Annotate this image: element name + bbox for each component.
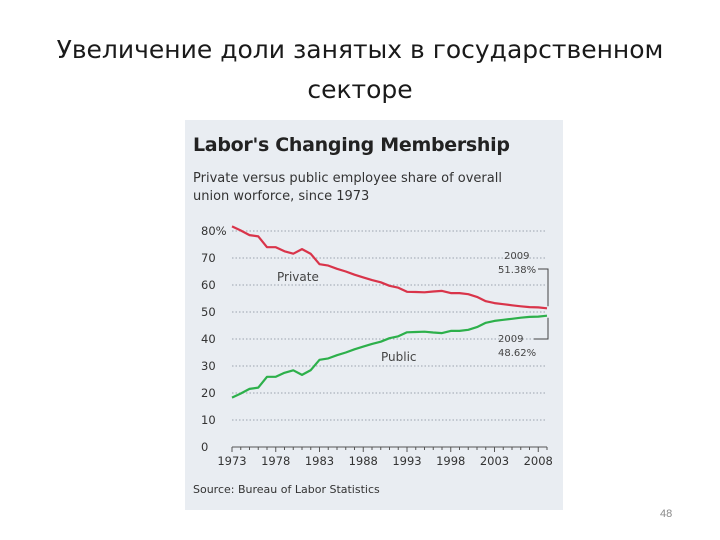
x-tick-label: 1998: [436, 454, 465, 468]
y-tick-label: 40: [201, 332, 216, 346]
y-tick-label: 70: [201, 251, 216, 265]
x-tick-label: 1993: [392, 454, 421, 468]
y-tick-label: 0: [201, 440, 208, 454]
annotation-private-bracket: [538, 268, 549, 307]
x-tick-label: 1973: [217, 454, 246, 468]
chart-panel: Labor's Changing Membership Private vers…: [185, 120, 563, 510]
chart-subtitle-line1: Private versus public employee share of …: [193, 171, 502, 186]
chart-subtitle-line2: union worforce, since 1973: [193, 189, 370, 204]
slide-title-line2: секторе: [307, 75, 413, 104]
series-label-public: Public: [381, 350, 417, 364]
slide-title: Увеличение доли занятых в государственно…: [40, 30, 680, 110]
series-line-private: [231, 225, 548, 310]
source-note: Source: Bureau of Labor Statistics: [193, 483, 380, 496]
annotation-public-bracket: [534, 317, 549, 340]
annotation-public-value: 48.62%: [498, 348, 536, 359]
chart-title: Labor's Changing Membership: [193, 134, 510, 156]
y-tick-label: 30: [201, 359, 216, 373]
x-tick-label: 1983: [305, 454, 334, 468]
y-tick-label: 20: [201, 386, 216, 400]
y-tick-label: 10: [201, 413, 216, 427]
series-line-public: [231, 314, 548, 399]
annotation-private-year: 2009: [504, 251, 529, 262]
x-tick-label: 1988: [349, 454, 378, 468]
slide-title-line1: Увеличение доли занятых в государственно…: [56, 35, 664, 64]
y-tick-label: 80%: [201, 224, 227, 238]
annotation-public-year: 2009: [498, 334, 523, 345]
y-tick-label: 60: [201, 278, 216, 292]
page-number: 48: [660, 508, 673, 520]
annotation-private-value: 51.38%: [498, 265, 536, 276]
chart-subtitle: Private versus public employee share of …: [193, 170, 553, 206]
x-tick-label: 2008: [524, 454, 553, 468]
x-tick-label: 2003: [480, 454, 509, 468]
y-tick-label: 50: [201, 305, 216, 319]
line-chart: 0 10 20 30 40 50 60 70 80% 1973 1978 1983 1988 1993 19…: [201, 224, 553, 468]
series-label-private: Private: [277, 270, 319, 284]
x-tick-label: 1978: [261, 454, 290, 468]
